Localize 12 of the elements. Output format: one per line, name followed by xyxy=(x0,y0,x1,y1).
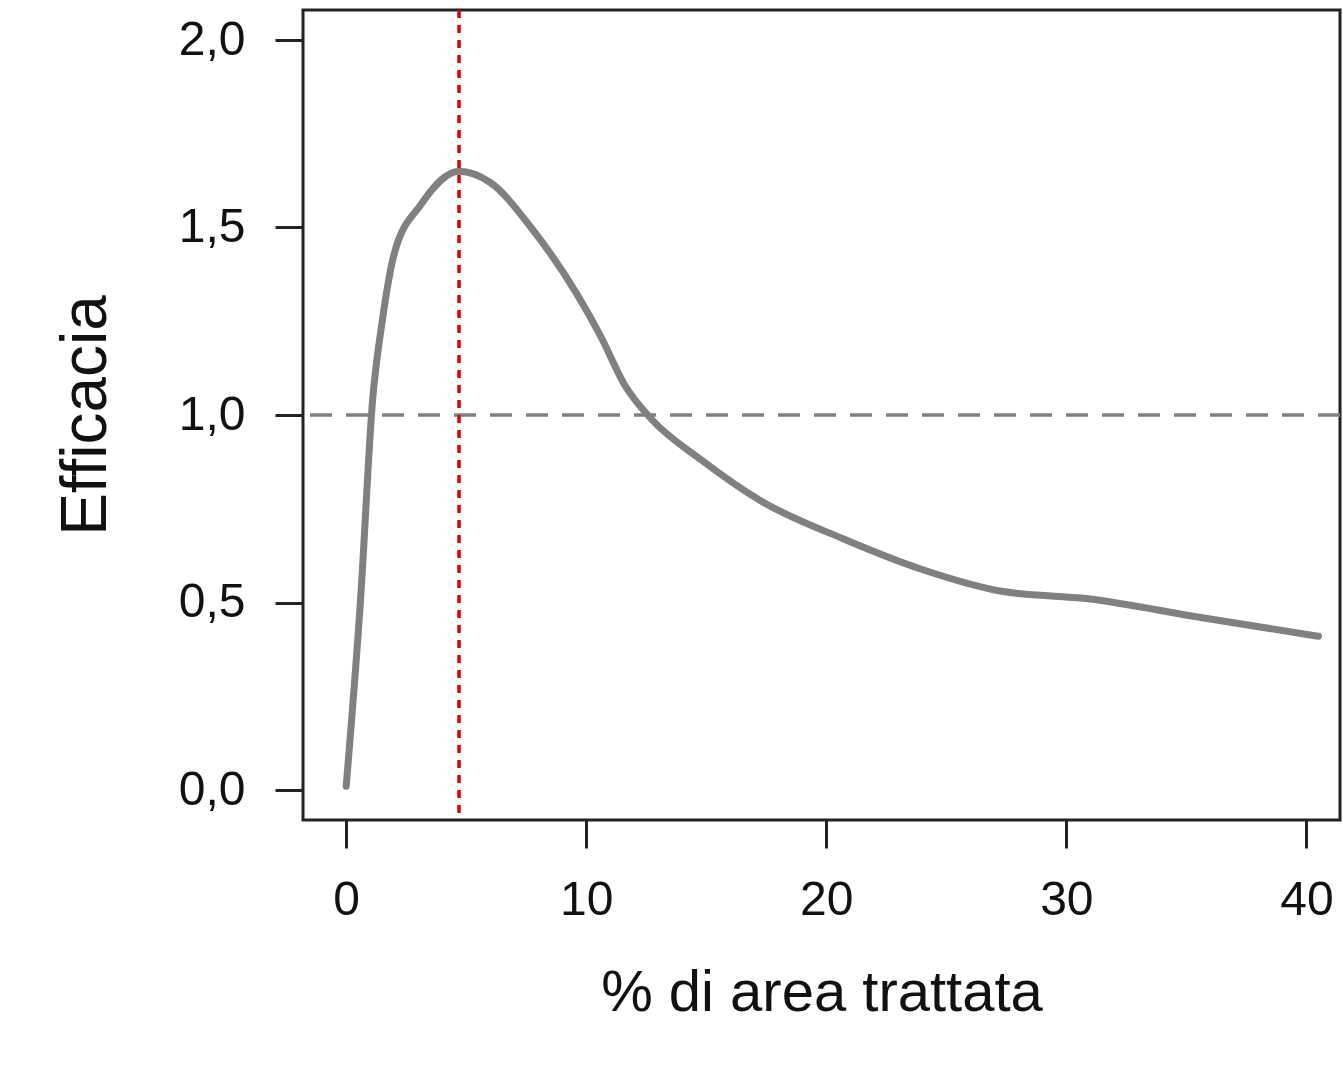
x-tick-label: 10 xyxy=(560,871,614,925)
x-tick-label: 40 xyxy=(1280,871,1334,925)
x-axis-title: % di area trattata xyxy=(601,957,1044,1023)
x-tick-label: 30 xyxy=(1040,871,1094,925)
x-tick-label: 0 xyxy=(333,871,361,925)
y-tick-label: 0,5 xyxy=(178,574,246,627)
x-tick-label: 20 xyxy=(800,871,854,925)
y-tick-label: 1,5 xyxy=(178,199,246,252)
y-axis-title: Efficacia xyxy=(47,294,120,536)
y-tick-label: 1,0 xyxy=(178,386,246,440)
y-tick-label: 2,0 xyxy=(178,11,246,65)
y-tick-label: 0,0 xyxy=(178,761,246,815)
